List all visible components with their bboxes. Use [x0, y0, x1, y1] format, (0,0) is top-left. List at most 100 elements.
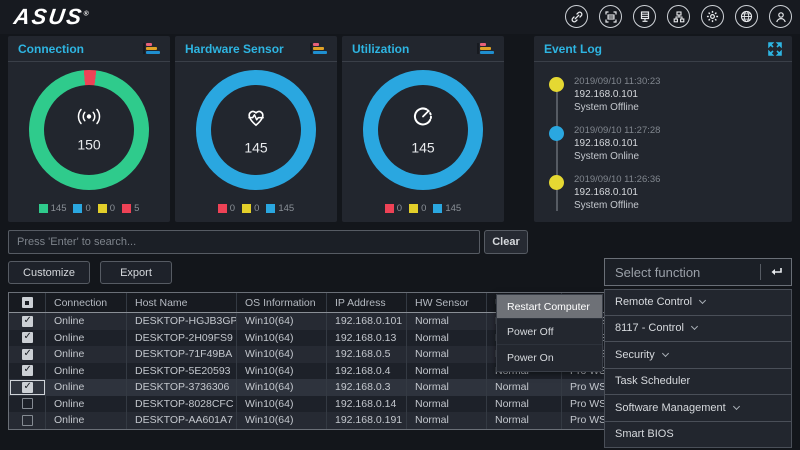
chevron-down-icon	[699, 297, 707, 305]
table-row-selected[interactable]: Online DESKTOP-3736306 Win10(64) 192.168…	[9, 379, 791, 396]
function-item-task-scheduler[interactable]: Task Scheduler	[604, 368, 792, 395]
gauge-icon	[413, 107, 432, 126]
topbar-icons	[565, 5, 792, 28]
col-ip-address[interactable]: IP Address	[327, 293, 407, 312]
server-icon[interactable]	[633, 5, 656, 28]
cell-os: Win10(64)	[237, 313, 327, 330]
row-checkbox[interactable]	[21, 381, 33, 393]
bar-chart-icon[interactable]	[310, 43, 327, 54]
cell-connection: Online	[46, 313, 127, 330]
cell-connection: Online	[46, 329, 127, 346]
signal-icon	[77, 108, 101, 125]
cell-host: DESKTOP-71F49BA	[127, 346, 237, 363]
connection-legend: 145 0 0 5	[8, 203, 170, 214]
function-item-8117-control[interactable]: 8117 - Control	[604, 315, 792, 342]
bar-chart-icon[interactable]	[143, 43, 160, 54]
globe-icon[interactable]	[735, 5, 758, 28]
event-status: System Offline	[574, 102, 639, 113]
cell-hw: Normal	[407, 379, 487, 396]
connection-panel: Connection 150 145 0 0 5	[8, 36, 170, 222]
cell-os: Win10(64)	[237, 412, 327, 429]
col-host-name[interactable]: Host Name	[127, 293, 237, 312]
cell-connection: Online	[46, 362, 127, 379]
event-item[interactable]: 2019/09/10 11:26:36 192.168.0.101 System…	[534, 174, 792, 211]
chevron-down-icon	[661, 349, 669, 357]
event-log-title: Event Log	[544, 41, 603, 56]
function-item-software-management[interactable]: Software Management	[604, 395, 792, 422]
function-item-label: Remote Control	[615, 296, 693, 309]
cell-os: Win10(64)	[237, 362, 327, 379]
bar-chart-icon[interactable]	[477, 43, 494, 54]
event-time: 2019/09/10 11:30:23	[574, 76, 661, 87]
col-connection[interactable]: Connection	[46, 293, 127, 312]
cell-ip: 192.168.0.191	[327, 412, 407, 429]
function-item-security[interactable]: Security	[604, 342, 792, 369]
menu-item-power-on[interactable]: Power On	[507, 352, 554, 364]
search-input[interactable]	[8, 230, 480, 254]
utilization-total: 145	[411, 139, 435, 156]
function-item-label: Software Management	[615, 401, 726, 414]
col-hw-sensor[interactable]: HW Sensor	[407, 293, 487, 312]
cell-host: DESKTOP-5E20593	[127, 362, 237, 379]
select-all-checkbox[interactable]	[21, 297, 33, 308]
event-item[interactable]: 2019/09/10 11:30:23 192.168.0.101 System…	[534, 76, 792, 113]
menu-item-power-off[interactable]: Power Off	[497, 319, 602, 345]
hardware-donut-chart	[196, 70, 316, 190]
col-os-information[interactable]: OS Information	[237, 293, 327, 312]
cell-host: DESKTOP-8028CFC	[127, 395, 237, 412]
function-item-label: Smart BIOS	[615, 428, 674, 441]
chevron-down-icon	[732, 402, 740, 410]
utilization-legend: 0 0 145	[342, 203, 504, 214]
function-item-label: 8117 - Control	[615, 322, 684, 335]
cell-host: DESKTOP-2H09FS9	[127, 329, 237, 346]
row-checkbox[interactable]	[21, 348, 33, 360]
cell-host: DESKTOP-3736306	[127, 379, 237, 396]
settings-icon[interactable]	[701, 5, 724, 28]
function-item-remote-control[interactable]: Remote Control	[604, 289, 792, 316]
connection-total: 150	[77, 136, 101, 153]
link-icon[interactable]	[565, 5, 588, 28]
event-dot-info	[549, 126, 564, 141]
row-checkbox[interactable]	[21, 364, 33, 377]
cell-util: Normal	[487, 412, 562, 429]
event-ip: 192.168.0.101	[574, 89, 638, 100]
enter-arrow-icon	[771, 268, 782, 275]
heart-pulse-icon	[248, 110, 264, 127]
row-checkbox[interactable]	[21, 414, 33, 426]
scan-icon[interactable]	[599, 5, 622, 28]
cell-os: Win10(64)	[237, 329, 327, 346]
expand-icon[interactable]	[768, 41, 782, 56]
row-checkbox[interactable]	[21, 315, 33, 327]
context-menu: Restart Computer Power Off Power On	[496, 294, 603, 372]
cell-hw: Normal	[407, 313, 487, 330]
event-dot-warning	[549, 175, 564, 190]
function-item-smart-bios[interactable]: Smart BIOS	[604, 421, 792, 448]
network-icon[interactable]	[667, 5, 690, 28]
row-checkbox[interactable]	[21, 331, 33, 344]
function-item-label: Task Scheduler	[615, 375, 691, 388]
customize-button[interactable]: Customize	[8, 261, 90, 284]
event-item[interactable]: 2019/09/10 11:27:28 192.168.0.101 System…	[534, 125, 792, 162]
cell-ip: 192.168.0.4	[327, 362, 407, 379]
cell-os: Win10(64)	[237, 395, 327, 412]
apply-function-button[interactable]	[761, 266, 791, 278]
hardware-panel-title: Hardware Sensor	[185, 41, 284, 56]
select-function-panel: Select function Remote Control 8117 - Co…	[604, 258, 792, 448]
clear-button[interactable]: Clear	[484, 230, 528, 254]
cell-ip: 192.168.0.13	[327, 329, 407, 346]
row-checkbox[interactable]	[21, 398, 33, 410]
cell-host: DESKTOP-AA601A7	[127, 412, 237, 429]
cell-util: Normal	[487, 395, 562, 412]
cell-hw: Normal	[407, 346, 487, 363]
export-button[interactable]: Export	[100, 261, 172, 284]
menu-item-restart-computer[interactable]: Restart Computer	[497, 295, 602, 319]
select-function-label: Select function	[615, 264, 701, 280]
event-ip: 192.168.0.101	[574, 187, 638, 198]
event-time: 2019/09/10 11:27:28	[574, 125, 661, 136]
utilization-donut-chart	[363, 70, 483, 190]
select-function-header: Select function	[604, 258, 792, 286]
cell-host: DESKTOP-HGJB3GP	[127, 313, 237, 330]
hardware-total: 145	[244, 139, 268, 156]
user-icon[interactable]	[769, 5, 792, 28]
